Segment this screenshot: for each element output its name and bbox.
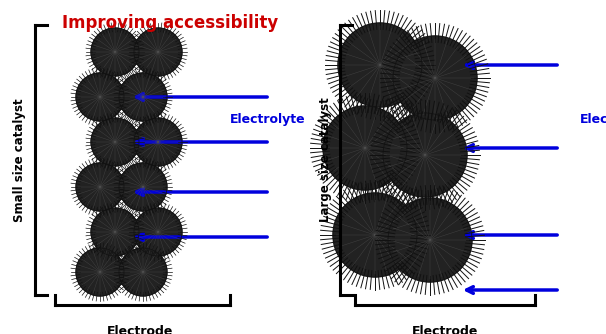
Circle shape xyxy=(119,73,167,121)
Circle shape xyxy=(76,163,124,211)
Circle shape xyxy=(134,118,182,166)
Text: Large size catalyst: Large size catalyst xyxy=(319,98,331,222)
Text: Electrode: Electrode xyxy=(412,325,478,334)
Text: Electrode: Electrode xyxy=(107,325,173,334)
Text: Electrolyte: Electrolyte xyxy=(230,114,305,127)
Circle shape xyxy=(134,28,182,76)
Circle shape xyxy=(383,113,467,197)
Text: Small size catalyst: Small size catalyst xyxy=(13,98,27,222)
Circle shape xyxy=(91,118,139,166)
Text: Electrolyte: Electrolyte xyxy=(580,114,606,127)
Circle shape xyxy=(119,248,167,296)
Circle shape xyxy=(333,193,417,277)
Circle shape xyxy=(91,28,139,76)
Circle shape xyxy=(388,198,472,282)
Circle shape xyxy=(76,248,124,296)
Text: Improving accessibility: Improving accessibility xyxy=(62,14,278,32)
Circle shape xyxy=(323,106,407,190)
Circle shape xyxy=(338,23,422,107)
Circle shape xyxy=(91,208,139,256)
Circle shape xyxy=(393,36,477,120)
Circle shape xyxy=(134,208,182,256)
Circle shape xyxy=(76,73,124,121)
Circle shape xyxy=(119,163,167,211)
